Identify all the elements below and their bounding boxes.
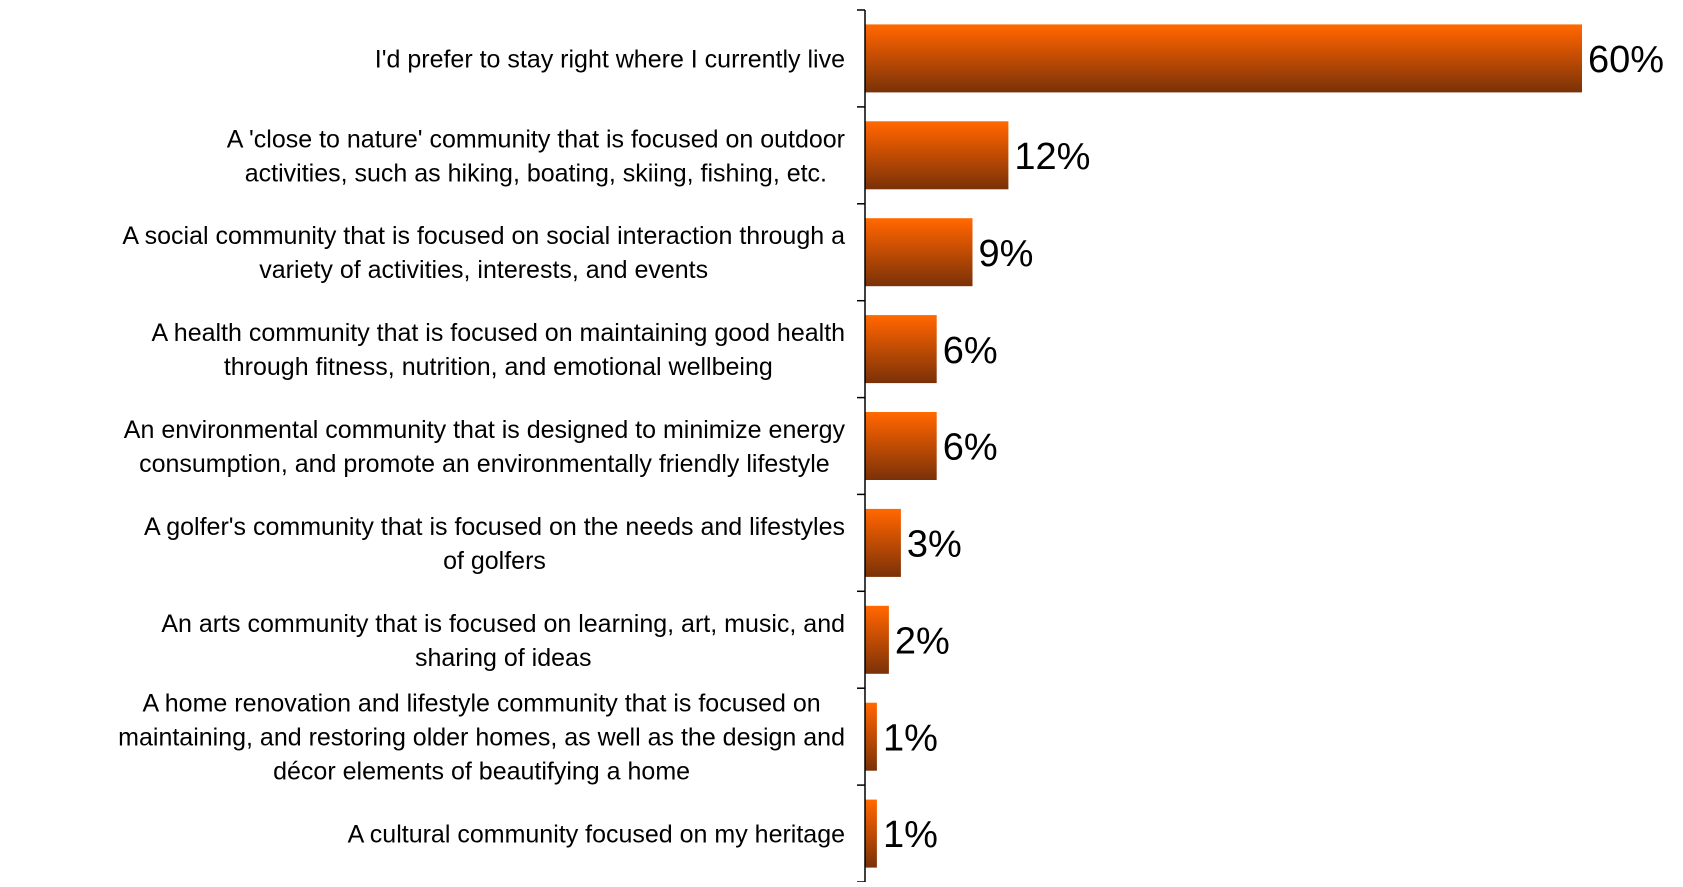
category-label-3: A social community that is focused on so… (122, 222, 845, 284)
bar-4 (865, 315, 937, 384)
data-label-7: 2% (895, 621, 950, 663)
category-label-6-line-1: A golfer's community that is focused on … (144, 513, 845, 541)
category-labels-group: I'd prefer to stay right where I current… (118, 45, 845, 848)
category-label-8-line-3: décor elements of beautifying a home (273, 758, 690, 786)
data-label-6: 3% (907, 524, 962, 566)
bar-5 (865, 412, 937, 480)
category-label-4-line-2: through fitness, nutrition, and emotiona… (224, 353, 773, 381)
category-label-9-line-1: A cultural community focused on my herit… (348, 821, 845, 849)
bar-8 (865, 702, 877, 771)
category-label-7-line-1: An arts community that is focused on lea… (161, 610, 845, 638)
bar-7 (865, 605, 889, 674)
category-label-2: A 'close to nature' community that is fo… (227, 125, 845, 187)
data-label-1: 60% (1588, 39, 1664, 81)
category-label-6-line-2: of golfers (443, 547, 546, 575)
category-label-6: A golfer's community that is focused on … (144, 513, 845, 575)
category-label-4-line-1: A health community that is focused on ma… (152, 319, 846, 347)
category-label-1: I'd prefer to stay right where I current… (375, 45, 845, 73)
category-label-3-line-1: A social community that is focused on so… (122, 222, 845, 250)
data-labels-group: 60% 12% 9% 6% 6% 3% 2% 1% 1% (883, 39, 1664, 856)
axis-group (857, 9, 866, 883)
category-label-2-line-1: A 'close to nature' community that is fo… (227, 125, 845, 153)
bar-2 (865, 121, 1009, 190)
data-label-4: 6% (943, 330, 998, 372)
bar-6 (865, 508, 901, 577)
category-label-7: An arts community that is focused on lea… (161, 610, 845, 672)
category-label-5-line-1: An environmental community that is desig… (124, 416, 846, 444)
category-label-5: An environmental community that is desig… (124, 416, 846, 478)
data-label-2: 12% (1014, 136, 1090, 178)
bar-9 (865, 799, 877, 868)
category-label-8-line-2: maintaining, and restoring older homes, … (118, 724, 845, 752)
category-label-8: A home renovation and lifestyle communit… (118, 690, 845, 786)
data-label-9: 1% (883, 814, 938, 856)
category-label-3-line-2: variety of activities, interests, and ev… (259, 256, 708, 284)
data-label-3: 9% (979, 233, 1034, 275)
category-label-5-line-2: consumption, and promote an environmenta… (139, 450, 830, 478)
category-label-4: A health community that is focused on ma… (152, 319, 846, 381)
category-label-1-line-1: I'd prefer to stay right where I current… (375, 45, 845, 73)
category-label-2-line-2: activities, such as hiking, boating, ski… (245, 159, 827, 187)
category-label-7-line-2: sharing of ideas (415, 644, 592, 672)
data-label-8: 1% (883, 717, 938, 759)
data-label-5: 6% (943, 427, 998, 469)
bar-3 (865, 218, 973, 287)
category-label-9: A cultural community focused on my herit… (348, 821, 845, 849)
category-label-8-line-1: A home renovation and lifestyle communit… (143, 690, 821, 718)
bar-1 (865, 24, 1582, 93)
bars-group (865, 24, 1582, 868)
